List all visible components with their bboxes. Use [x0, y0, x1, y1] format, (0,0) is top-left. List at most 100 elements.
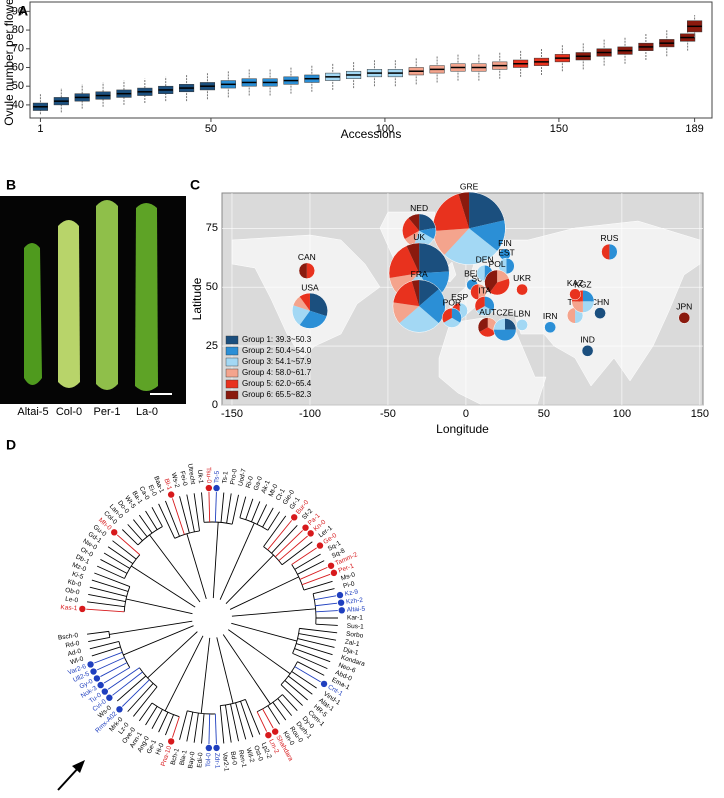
pie-slice	[476, 265, 485, 282]
site-location	[474, 296, 495, 317]
tree-tip	[151, 709, 163, 729]
tree-tip	[145, 510, 158, 530]
sample-label: Altai-5	[17, 406, 48, 418]
tree-tip	[127, 524, 143, 542]
leaf-label: Ws-2	[170, 472, 181, 489]
tree-branch	[225, 554, 274, 605]
tree-tip	[94, 572, 130, 587]
pie-slice	[678, 312, 690, 324]
site-location	[678, 311, 691, 324]
tree-branch	[231, 622, 298, 642]
leaf-marker	[167, 491, 175, 498]
tree-tip	[231, 494, 239, 525]
site-location	[594, 307, 606, 319]
leaf-label: Altai-5	[347, 606, 366, 614]
site-label: RUS	[600, 233, 618, 243]
leaf-label: Wl-0	[70, 655, 85, 666]
pie-slice	[581, 345, 594, 357]
leaf-label: Uod-7	[237, 468, 248, 487]
pie-slice	[506, 258, 515, 274]
leaf-marker	[93, 675, 101, 682]
pie-slice	[388, 245, 420, 278]
leaf-marker	[302, 524, 309, 531]
site-label: NED	[410, 203, 428, 213]
x-tick-label: 150	[550, 123, 568, 135]
pie-slice	[569, 288, 581, 300]
tree-tip	[107, 546, 134, 565]
pie-slice	[292, 305, 310, 326]
tree-tip	[103, 552, 131, 569]
pie-slice	[470, 284, 479, 300]
legend-swatch	[225, 357, 239, 367]
tree-tip	[193, 493, 200, 531]
site-location	[298, 262, 316, 279]
pie-slice	[498, 258, 507, 274]
legend-swatch	[225, 379, 239, 389]
tree-tip	[244, 699, 261, 735]
site-location	[571, 289, 595, 313]
site-label: JPN	[676, 301, 692, 311]
tree-tip	[103, 667, 131, 684]
pie-slice	[411, 279, 420, 307]
pie-slice	[443, 317, 461, 328]
leaf-label: Tsu-0	[205, 467, 212, 483]
leaf-label: Uk-1	[196, 470, 204, 485]
site-label: EST	[498, 247, 515, 257]
site-label: AUT	[479, 307, 496, 317]
tree-branch	[123, 625, 194, 656]
tree-tip	[145, 706, 158, 726]
tree-tip	[251, 501, 261, 522]
x-tick-label: -150	[221, 408, 243, 420]
pie-slice	[609, 243, 618, 260]
leaf-label: Kar-1	[347, 615, 363, 622]
tree-tip	[179, 496, 190, 534]
pie-slice	[293, 296, 310, 311]
y-tick-label: 40	[12, 99, 24, 111]
site-label: USA	[301, 282, 319, 292]
tree-tip	[303, 580, 333, 591]
tree-tip	[158, 712, 169, 733]
tree-tip	[88, 594, 126, 602]
legend-swatch	[225, 368, 239, 378]
legend-label: Group 3: 54.1~57.9	[242, 357, 312, 366]
tree-tip	[91, 646, 121, 657]
tree-tip	[201, 713, 205, 744]
tree-tip	[112, 540, 137, 560]
tree-tip	[96, 657, 125, 671]
y-axis-title: Latitude	[190, 277, 204, 320]
pie-slice	[493, 329, 517, 341]
tree-tip	[262, 708, 274, 729]
tree-tip	[219, 705, 225, 744]
tree-tip	[239, 496, 247, 518]
y-tick-label: 50	[206, 281, 218, 293]
site-label: UKR	[513, 273, 531, 283]
site-label: CHN	[591, 297, 609, 307]
site-location	[601, 243, 618, 261]
pie-slice	[432, 193, 470, 232]
pie-slice	[419, 279, 439, 307]
site-label: GRE	[460, 181, 479, 191]
x-tick-label: -100	[299, 408, 321, 420]
leaf-label: Zal-1	[344, 639, 360, 649]
tree-tip	[133, 686, 158, 717]
tree-branch	[229, 576, 299, 610]
tree-tip	[121, 529, 139, 546]
tree-tip	[301, 573, 331, 586]
pie-slice	[582, 301, 595, 313]
site-label: UK	[413, 232, 425, 242]
sample-label: La-0	[136, 406, 158, 418]
pie-slice	[601, 243, 610, 260]
x-axis-title: Accessions	[341, 127, 402, 141]
pie-slice	[516, 283, 528, 296]
leaf-label: Kas-1	[60, 604, 78, 612]
tree-branch	[131, 565, 196, 608]
tree-tip	[224, 704, 232, 743]
leaf-marker	[213, 484, 220, 492]
pie-slice	[544, 321, 556, 333]
tree-tip	[235, 702, 247, 740]
tree-tip	[179, 710, 188, 740]
tree-branch	[109, 620, 193, 635]
leaf-marker	[97, 681, 104, 689]
site-label: POR	[443, 297, 461, 307]
leaf-marker	[320, 680, 328, 688]
